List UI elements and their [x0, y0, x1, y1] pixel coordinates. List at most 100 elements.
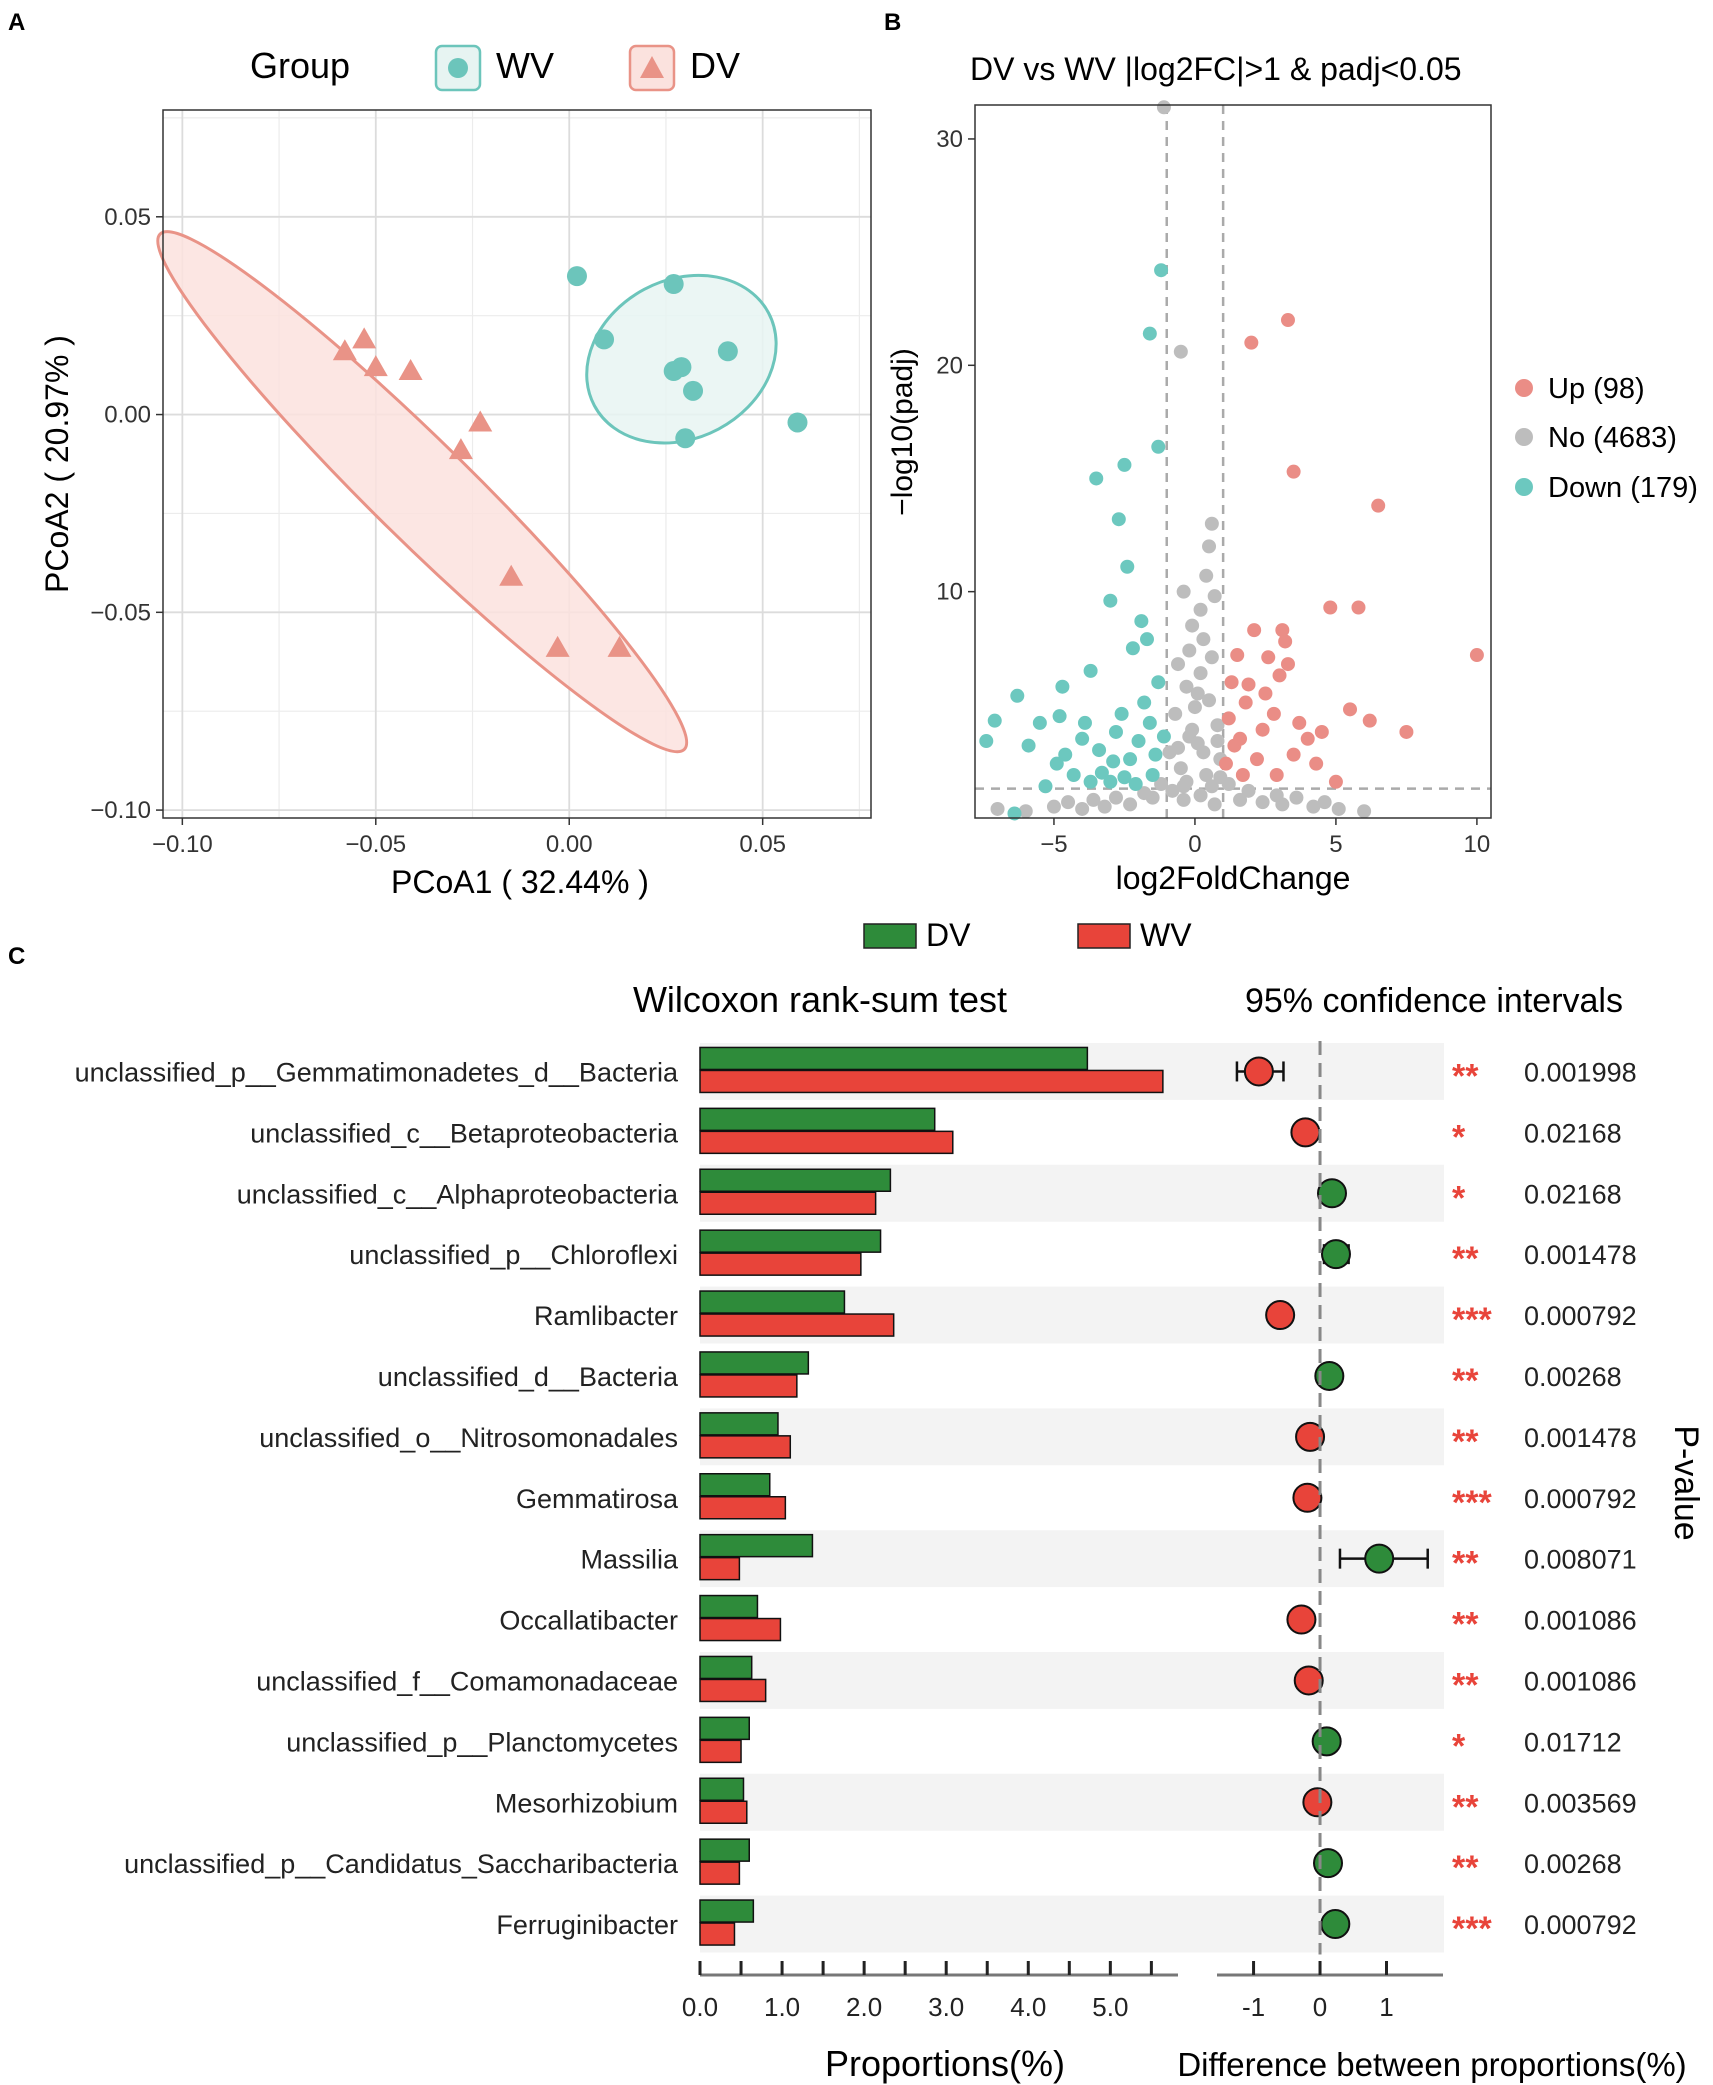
category-label: Ramlibacter — [534, 1301, 678, 1331]
pcoa-point-wv — [675, 428, 696, 449]
volcano-point-up — [1469, 648, 1484, 663]
bar-wv — [699, 1922, 736, 1946]
significance-stars: * — [1452, 1118, 1466, 1156]
pcoa-y-tick-label: 0.05 — [104, 204, 151, 231]
p-value-label: 0.00268 — [1524, 1362, 1622, 1392]
volcano-point-no — [1168, 706, 1183, 721]
volcano-point-up — [1258, 686, 1273, 701]
ci-point — [1320, 1239, 1351, 1270]
wilcoxon-x-axis-label: Proportions(%) — [825, 2043, 1065, 2084]
bar-wv — [699, 1800, 748, 1824]
p-value-label: 0.000792 — [1524, 1910, 1637, 1940]
volcano-point-up — [1328, 774, 1343, 789]
volcano-point-up — [1266, 706, 1281, 721]
volcano-point-no — [1165, 783, 1180, 798]
volcano-point-no — [1357, 804, 1372, 819]
volcano-y-axis-label: −log10(padj) — [886, 348, 919, 516]
volcano-x-axis-label: log2FoldChange — [1116, 860, 1351, 896]
panel-a-pcoa-plot: Group WV DV −0.10 −0.05 0.00 0.050.050.00−0… — [39, 44, 872, 900]
pcoa-gridlines — [163, 110, 871, 818]
volcano-point-no — [1046, 799, 1061, 814]
volcano-point-down — [1094, 765, 1109, 780]
category-label: Occallatibacter — [499, 1606, 678, 1636]
significance-stars: * — [1452, 1179, 1466, 1217]
p-value-label: 0.003569 — [1524, 1788, 1637, 1818]
volcano-point-up — [1371, 498, 1386, 513]
volcano-point-down — [1058, 747, 1073, 762]
ci-x-axis-label: Difference between proportions(%) — [1177, 2046, 1686, 2083]
volcano-point-no — [1269, 788, 1284, 803]
category-label: unclassified_o__Nitrosomonadales — [259, 1423, 678, 1453]
volcano-point-down — [1066, 767, 1081, 782]
pcoa-point-wv — [671, 357, 692, 378]
significance-stars: ** — [1452, 1788, 1479, 1826]
wilcoxon-legend-wv-swatch — [1077, 923, 1131, 949]
pcoa-x-tick-label: 0.05 — [739, 831, 786, 858]
p-value-axis-label: P-value — [1667, 1425, 1705, 1540]
volcano-y-tick-label: 10 — [936, 579, 963, 606]
category-label: Gemmatirosa — [516, 1484, 679, 1514]
volcano-point-up — [1278, 634, 1293, 649]
ci-point — [1286, 1604, 1317, 1635]
category-label: unclassified_f__Comamonadaceae — [256, 1666, 678, 1696]
pcoa-point-wv — [717, 341, 738, 362]
pcoa-x-tick-label: −0.05 — [345, 831, 406, 858]
volcano-point-no — [1190, 686, 1205, 701]
category-labels: unclassified_p__Gemmatimonadetes_d__Bact… — [75, 1057, 679, 1940]
significance-stars: * — [1452, 1727, 1466, 1765]
pcoa-point-wv — [683, 380, 704, 401]
volcano-point-up — [1218, 756, 1233, 771]
pcoa-point-dv — [607, 635, 632, 657]
volcano-point-down — [1156, 729, 1171, 744]
bar-wv — [699, 1313, 895, 1337]
category-label: unclassified_p__Chloroflexi — [349, 1240, 678, 1270]
pcoa-legend-dv-label: DV — [690, 45, 740, 86]
pcoa-plot-background — [163, 110, 871, 818]
volcano-point-no — [1097, 799, 1112, 814]
volcano-point-up — [1241, 677, 1256, 692]
volcano-point-no — [1108, 790, 1123, 805]
bar-wv — [699, 1739, 742, 1764]
pcoa-legend-wv-label: WV — [496, 45, 554, 86]
p-value-label: 0.008071 — [1524, 1545, 1637, 1575]
pcoa-x-tick-label: −0.10 — [152, 831, 213, 858]
category-label: unclassified_d__Bacteria — [378, 1362, 679, 1392]
volcano-point-up — [1292, 715, 1307, 730]
p-value-label: 0.01712 — [1524, 1727, 1622, 1757]
volcano-point-up — [1249, 752, 1264, 767]
ci-point — [1265, 1300, 1296, 1331]
volcano-point-no — [1176, 779, 1191, 794]
pcoa-point-dv — [363, 355, 388, 377]
volcano-point-down — [1142, 715, 1157, 730]
ci-point — [1316, 1178, 1347, 1209]
confidence-interval-markers — [1235, 1041, 1429, 1955]
p-value-label: 0.001086 — [1524, 1666, 1637, 1696]
volcano-point-no — [1204, 516, 1219, 531]
bar-dv — [699, 1594, 759, 1619]
panel-label-b: B — [884, 9, 901, 36]
volcano-point-up — [1230, 648, 1245, 663]
volcano-point-no — [1210, 734, 1225, 749]
pcoa-y-axis-label: PCoA2 ( 20.97% ) — [39, 335, 75, 593]
volcano-point-up — [1399, 724, 1414, 739]
volcano-point-no — [1173, 761, 1188, 776]
ci-point — [1320, 1909, 1351, 1940]
pcoa-axes: −0.10 −0.05 0.00 0.05 0.05 0.00 −0.05 −0.10 — [90, 204, 786, 858]
p-value-label: 0.001478 — [1524, 1240, 1637, 1270]
volcano-point-down — [1114, 706, 1129, 721]
volcano-point-no — [1193, 666, 1208, 681]
volcano-point-no — [1182, 643, 1197, 658]
volcano-point-no — [1123, 797, 1138, 812]
volcano-point-no — [1196, 745, 1211, 760]
pcoa-point-dv — [398, 359, 423, 381]
significance-stars: ** — [1452, 1362, 1479, 1400]
volcano-point-down — [1077, 715, 1092, 730]
volcano-point-up — [1238, 695, 1253, 710]
volcano-point-down — [1010, 688, 1025, 703]
wilcoxon-legend-dv-label: DV — [926, 917, 971, 953]
bar-wv — [699, 1191, 877, 1215]
pcoa-point-dv — [468, 410, 493, 432]
bar-dv — [699, 1473, 771, 1497]
volcano-point-down — [1049, 756, 1064, 771]
bar-dv — [699, 1107, 936, 1132]
